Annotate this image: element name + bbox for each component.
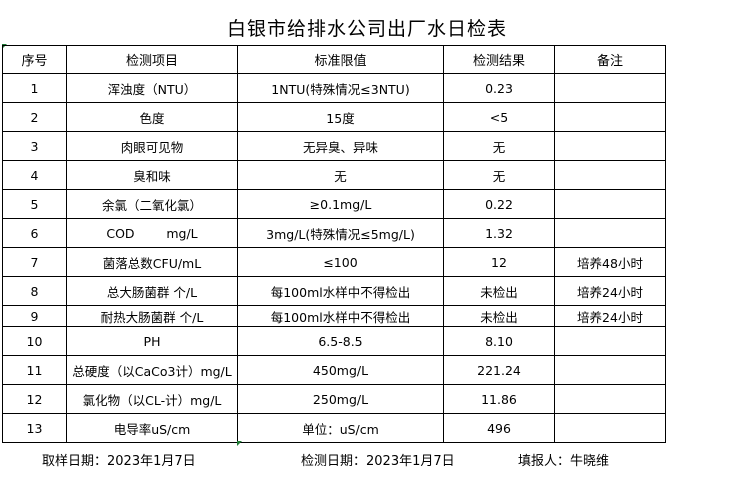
table-cell: 3mg/L(特殊情况≤5mg/L) xyxy=(237,218,444,248)
table-cell: 每100ml水样中不得检出 xyxy=(237,276,444,306)
table-cell xyxy=(554,355,666,385)
table-cell xyxy=(554,326,666,356)
table-cell: 5 xyxy=(2,189,67,219)
header-cell: 检测项目 xyxy=(66,45,238,74)
table-cell: 每100ml水样中不得检出 xyxy=(237,305,444,327)
table-cell: 221.24 xyxy=(443,355,555,385)
table-cell: 肉眼可见物 xyxy=(66,131,238,161)
table-cell: 总硬度（以CaCo3计）mg/L xyxy=(66,355,238,385)
table-cell: 1 xyxy=(2,73,67,103)
table-cell: 3 xyxy=(2,131,67,161)
table-cell: PH xyxy=(66,326,238,356)
table-cell: 13 xyxy=(2,413,67,443)
table-cell: 250mg/L xyxy=(237,384,444,414)
table-cell: ≥0.1mg/L xyxy=(237,189,444,219)
table-cell: 1.32 xyxy=(443,218,555,248)
header-cell: 标准限值 xyxy=(237,45,444,74)
table-cell xyxy=(554,73,666,103)
table-cell: 菌落总数CFU/mL xyxy=(66,247,238,277)
inspection-table: 序号 检测项目 标准限值 检测结果 备注 1 浑浊度（NTU） 1NTU(特殊情况≤… xyxy=(2,45,666,443)
table-cell xyxy=(554,102,666,132)
table-cell: 496 xyxy=(443,413,555,443)
table-cell: 12 xyxy=(2,384,67,414)
table-cell xyxy=(554,131,666,161)
table-cell: 培养48小时 xyxy=(554,247,666,277)
table-cell: 无异臭、异味 xyxy=(237,131,444,161)
table-cell: COD mg/L xyxy=(66,218,238,248)
reporter: 填报人：牛晓维 xyxy=(518,454,610,469)
table-cell: 未检出 xyxy=(443,305,555,327)
header-cell: 备注 xyxy=(554,45,666,74)
header-cell: 检测结果 xyxy=(443,45,555,74)
table-cell: 9 xyxy=(2,305,67,327)
sampling-date: 取样日期：2023年1月7日 xyxy=(42,454,196,469)
table-cell: 培养24小时 xyxy=(554,305,666,327)
table-row: 2 色度 15度 <5 xyxy=(2,102,666,132)
table-header-row: 序号 检测项目 标准限值 检测结果 备注 xyxy=(2,45,666,74)
page-title: 白银市给排水公司出厂水日检表 xyxy=(226,18,507,40)
table-row: 10 PH 6.5-8.5 8.10 xyxy=(2,326,666,356)
table-cell: 无 xyxy=(443,160,555,190)
table-cell xyxy=(554,413,666,443)
table-row: 11 总硬度（以CaCo3计）mg/L 450mg/L 221.24 xyxy=(2,355,666,385)
table-cell: 臭和味 xyxy=(66,160,238,190)
table-cell: 6.5-8.5 xyxy=(237,326,444,356)
table-cell xyxy=(554,218,666,248)
table-row: 5 余氯（二氧化氯） ≥0.1mg/L 0.22 xyxy=(2,189,666,219)
table-cell: 氯化物（以CL-计）mg/L xyxy=(66,384,238,414)
table-cell: ≤100 xyxy=(237,247,444,277)
table-cell: 11.86 xyxy=(443,384,555,414)
table-row: 3 肉眼可见物 无异臭、异味无 xyxy=(2,131,666,161)
table-cell xyxy=(554,189,666,219)
header-cell: 序号 xyxy=(2,45,67,74)
table-cell: 0.23 xyxy=(443,73,555,103)
table-row: 8 总大肠菌群 个/L 每100ml水样中不得检出 未检出 培养24小时 xyxy=(2,276,666,306)
table-cell: 未检出 xyxy=(443,276,555,306)
table-cell: 色度 xyxy=(66,102,238,132)
table-cell: 无 xyxy=(237,160,444,190)
table-cell: 6 xyxy=(2,218,67,248)
table-cell: 培养24小时 xyxy=(554,276,666,306)
table-cell: 总大肠菌群 个/L xyxy=(66,276,238,306)
table-row: 1 浑浊度（NTU） 1NTU(特殊情况≤3NTU) 0.23 xyxy=(2,73,666,103)
table-row: 6 COD mg/L 3mg/L(特殊情况≤5mg/L) 1.32 xyxy=(2,218,666,248)
table-cell: 10 xyxy=(2,326,67,356)
table-cell: 2 xyxy=(2,102,67,132)
table-cell: 12 xyxy=(443,247,555,277)
table-cell: 8 xyxy=(2,276,67,306)
table-cell: 耐热大肠菌群 个/L xyxy=(66,305,238,327)
table-cell: 0.22 xyxy=(443,189,555,219)
table-cell: 7 xyxy=(2,247,67,277)
table-cell xyxy=(554,384,666,414)
table-row: 9 耐热大肠菌群 个/L 每100ml水样中不得检出 未检出 培养24小时 xyxy=(2,305,666,327)
test-date: 检测日期：2023年1月7日 xyxy=(301,454,455,469)
cell-marker xyxy=(237,441,242,446)
table-row: 13 电导率uS/cm 单位：uS/cm 496 xyxy=(2,413,666,443)
table-row: 12 氯化物（以CL-计）mg/L 250mg/L 11.86 xyxy=(2,384,666,414)
table-cell: 4 xyxy=(2,160,67,190)
table-cell: <5 xyxy=(443,102,555,132)
table-cell: 无 xyxy=(443,131,555,161)
table-cell: 1NTU(特殊情况≤3NTU) xyxy=(237,73,444,103)
table-cell: 11 xyxy=(2,355,67,385)
table-cell: 15度 xyxy=(237,102,444,132)
table-cell xyxy=(554,160,666,190)
table-cell: 电导率uS/cm xyxy=(66,413,238,443)
table-row: 7 菌落总数CFU/mL ≤100 12 培养48小时 xyxy=(2,247,666,277)
table-row: 4 臭和味无无 xyxy=(2,160,666,190)
table-cell: 浑浊度（NTU） xyxy=(66,73,238,103)
table-cell: 450mg/L xyxy=(237,355,444,385)
table-cell: 余氯（二氧化氯） xyxy=(66,189,238,219)
table-cell: 8.10 xyxy=(443,326,555,356)
table-cell: 单位：uS/cm xyxy=(237,413,444,443)
